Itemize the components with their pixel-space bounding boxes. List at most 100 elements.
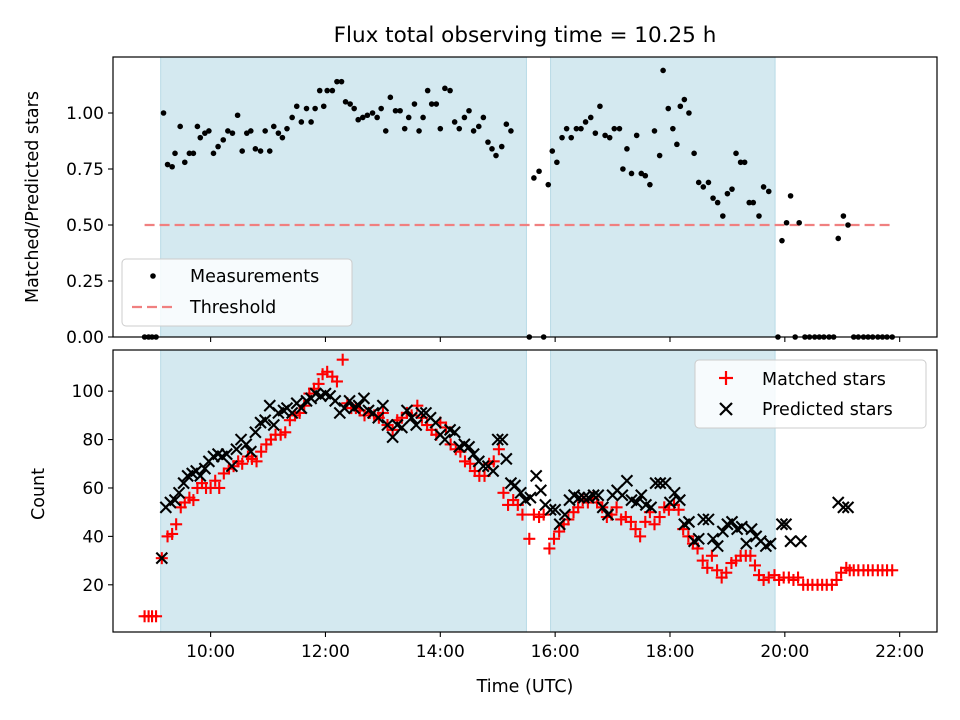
matched-star-point bbox=[209, 474, 222, 487]
predicted-star-point bbox=[155, 551, 169, 565]
predicted-star-point bbox=[659, 476, 672, 490]
matched-star-point bbox=[610, 501, 623, 514]
matched-star-point bbox=[458, 455, 471, 468]
predicted-star-point bbox=[668, 486, 681, 500]
measurement-point bbox=[437, 125, 444, 132]
legend-label: Measurements bbox=[190, 267, 319, 287]
predicted-star-point bbox=[415, 406, 428, 420]
measurement-point bbox=[364, 112, 371, 119]
predicted-star-point bbox=[448, 426, 461, 439]
measurement-point bbox=[316, 87, 323, 94]
legend-label: Threshold bbox=[189, 298, 276, 318]
measurement-point bbox=[705, 179, 712, 186]
measurement-point bbox=[351, 105, 357, 112]
measurement-point bbox=[779, 237, 785, 244]
predicted-star-point bbox=[702, 513, 715, 526]
measurement-point bbox=[303, 105, 310, 112]
measurement-point bbox=[616, 125, 623, 132]
predicted-star-point bbox=[267, 418, 281, 432]
measurement-point bbox=[369, 110, 376, 116]
measurement-point bbox=[665, 105, 672, 112]
measurement-point bbox=[835, 235, 842, 242]
x-tick-label: 12:00 bbox=[301, 642, 350, 662]
legend-label: Predicted stars bbox=[762, 400, 893, 420]
y-tick-label: 100 bbox=[72, 382, 104, 402]
predicted-star-point bbox=[386, 430, 399, 444]
predicted-star-point bbox=[244, 445, 258, 458]
predicted-star-point bbox=[649, 476, 662, 490]
matched-star-point bbox=[639, 515, 652, 528]
measurement-point bbox=[270, 123, 277, 130]
measurement-point bbox=[756, 213, 762, 219]
measurement-point bbox=[451, 119, 458, 125]
x-tick-label: 22:00 bbox=[875, 642, 924, 662]
measurement-point bbox=[433, 101, 440, 107]
x-tick-label: 16:00 bbox=[531, 642, 580, 662]
measurement-point bbox=[720, 213, 726, 219]
predicted-star-point bbox=[405, 411, 418, 425]
axes: 0.00 0.25 0.50 0.75 1.00 bbox=[66, 104, 901, 348]
measurement-point bbox=[190, 150, 197, 157]
measurement-point bbox=[266, 148, 273, 154]
predicted-star-point bbox=[338, 401, 351, 415]
measurement-point bbox=[559, 134, 565, 141]
measurement-point bbox=[210, 150, 217, 157]
plot-frame bbox=[112, 349, 938, 633]
predicted-star-point bbox=[663, 496, 677, 509]
predicted-star-point bbox=[653, 476, 667, 490]
matched-star-point bbox=[250, 455, 263, 468]
measurement-point bbox=[765, 188, 772, 195]
predicted-star-point bbox=[496, 433, 509, 446]
legend-label: Matched stars bbox=[762, 370, 886, 390]
measurement-point bbox=[308, 119, 314, 125]
measurement-point bbox=[531, 175, 537, 181]
predicted-star-point bbox=[841, 501, 855, 514]
predicted-star-point bbox=[220, 447, 233, 461]
matched-star-point bbox=[516, 508, 529, 521]
measurement-point bbox=[620, 166, 626, 172]
legend-x-marker bbox=[719, 402, 733, 416]
predicted-star-point bbox=[529, 469, 543, 483]
matched-star-point bbox=[748, 559, 761, 572]
predicted-star-point bbox=[524, 491, 537, 504]
measurement-point bbox=[257, 148, 264, 154]
predicted-star-point bbox=[711, 539, 724, 553]
predicted-star-point bbox=[644, 501, 658, 514]
measurement-point bbox=[737, 159, 744, 166]
y-tick-label: 0.25 bbox=[66, 272, 104, 292]
measurement-point bbox=[611, 125, 618, 132]
measurement-point bbox=[677, 103, 684, 110]
predicted-star-point bbox=[343, 394, 356, 408]
x-tick-label: 20:00 bbox=[760, 642, 809, 662]
predicted-star-point bbox=[682, 515, 696, 529]
predicted-star-point bbox=[725, 515, 739, 529]
matched-star-point bbox=[701, 561, 714, 574]
predicted-star-point bbox=[706, 532, 720, 546]
matched-star-point bbox=[255, 445, 268, 458]
matched-star-point bbox=[629, 523, 642, 536]
measurement-point bbox=[642, 172, 649, 179]
predicted-star-point bbox=[837, 501, 850, 514]
measurement-point bbox=[206, 128, 212, 134]
matched-star-point bbox=[170, 518, 183, 531]
predicted-star-point bbox=[376, 399, 390, 412]
measurement-point bbox=[320, 103, 327, 110]
predicted-star-point bbox=[491, 433, 504, 446]
measurement-point bbox=[587, 114, 594, 121]
predicted-star-point bbox=[794, 534, 808, 548]
measurement-point bbox=[177, 123, 183, 130]
measurement-point bbox=[416, 128, 422, 134]
measurement-point bbox=[493, 152, 499, 159]
predicted-star-point bbox=[409, 418, 423, 432]
measurement-point bbox=[660, 67, 666, 74]
predicted-star-point bbox=[577, 491, 591, 504]
measurement-point bbox=[695, 179, 702, 186]
measurement-point bbox=[656, 152, 663, 159]
matched-star-point bbox=[464, 457, 477, 470]
y-tick-label: 40 bbox=[82, 527, 104, 547]
measurement-point bbox=[164, 161, 171, 168]
measurement-point bbox=[633, 132, 640, 139]
measurement-point bbox=[624, 146, 630, 152]
predicted-star-point bbox=[249, 426, 262, 439]
matched-star-point bbox=[653, 511, 666, 524]
